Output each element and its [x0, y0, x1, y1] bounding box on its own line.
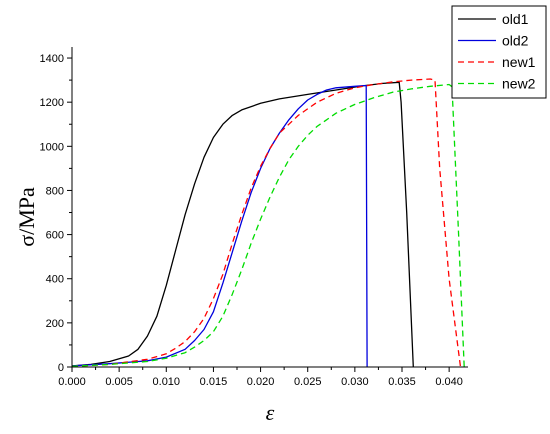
legend-label-new2: new2: [502, 76, 536, 92]
y-tick-label: 1000: [40, 141, 64, 153]
x-tick-label: 0.010: [153, 376, 181, 388]
x-tick-label: 0.035: [388, 376, 416, 388]
series-line-old2: [71, 84, 368, 368]
y-tick-label: 0: [58, 362, 64, 374]
legend-box: [451, 5, 547, 99]
x-tick-label: 0.040: [435, 376, 463, 388]
series-line-old1: [71, 81, 414, 368]
x-axis: 0.000 0.005 0.010 0.015 0.020 0.025 0.030 0.035…: [58, 366, 468, 388]
y-tick-label: 1400: [40, 53, 64, 65]
x-tick-label: 0.025: [294, 376, 322, 388]
y-tick-label: 800: [46, 185, 64, 197]
legend-label-old1: old1: [502, 11, 529, 27]
x-tick-label: 0.000: [58, 376, 86, 388]
x-tick-label: 0.005: [105, 376, 133, 388]
x-tick-label: 0.030: [341, 376, 369, 388]
series-line-new1: [71, 78, 462, 368]
x-tick-label: 0.015: [200, 376, 228, 388]
y-tick-label: 200: [46, 318, 64, 330]
legend-label-old2: old2: [502, 33, 529, 49]
plot-area: [71, 78, 465, 368]
x-axis-title: ε: [266, 400, 275, 425]
y-axis: 0 200 400 600 800 1000 1200 1400: [40, 47, 73, 374]
legend: old1 old2 new1 new2: [451, 5, 547, 99]
y-tick-label: 400: [46, 274, 64, 286]
y-axis-title: σ/MPa: [14, 187, 39, 247]
y-tick-label: 600: [46, 230, 64, 242]
y-tick-label: 1200: [40, 97, 64, 109]
legend-label-new1: new1: [502, 54, 536, 70]
series-line-new2: [71, 83, 465, 368]
x-tick-label: 0.020: [247, 376, 275, 388]
